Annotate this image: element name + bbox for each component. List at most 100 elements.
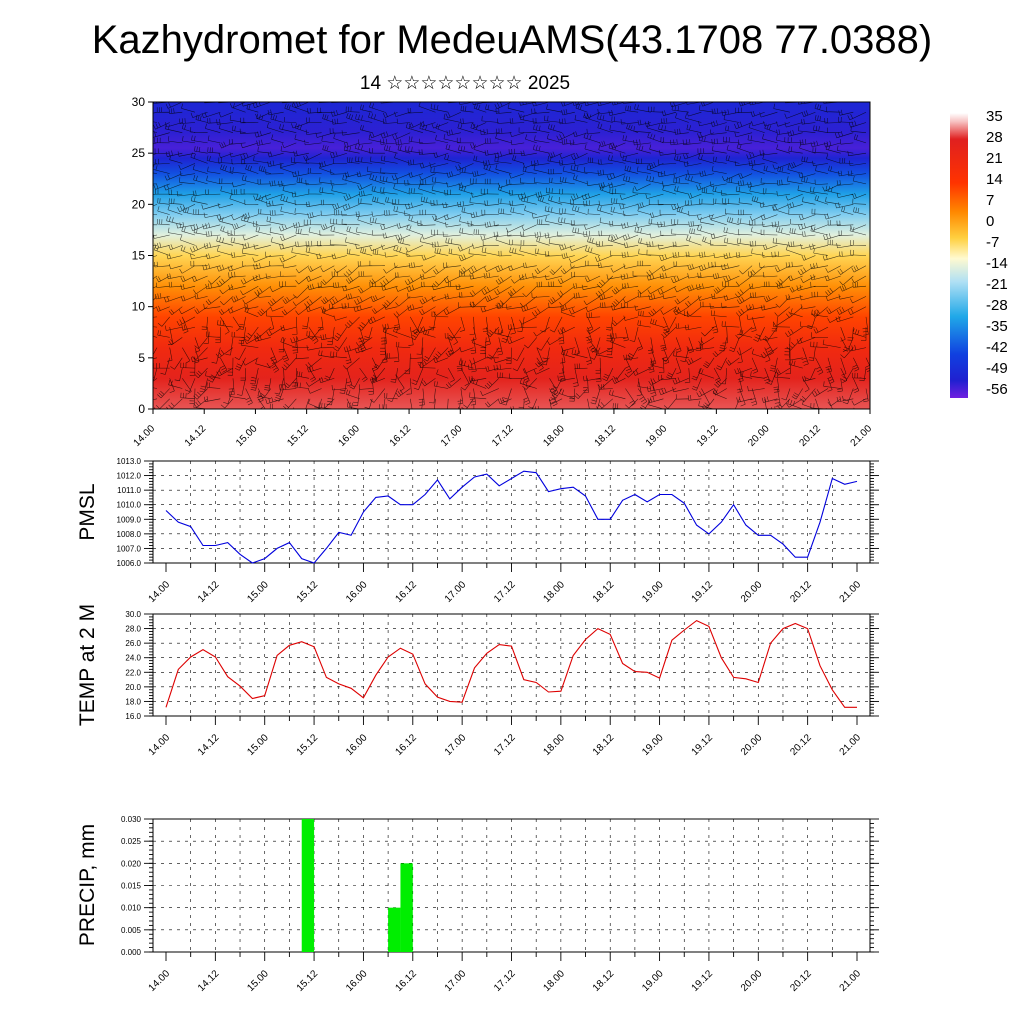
xtick-label: 15.12 [295,968,321,994]
heatmap-xtick-label: 19.12 [695,423,721,449]
ytick-label: 0.020 [121,859,142,868]
ytick-label: 20.0 [125,683,141,692]
panel-frame [152,460,871,564]
temp-2m-panel: 16.0 18.0 20.0 22.0 24.0 26.0 28.0 30.0 14.00 14.… [76,604,879,758]
xtick-label: 15.00 [245,732,271,758]
xtick-label: 17.12 [492,579,518,605]
colorbar-label: 21 [986,150,1003,167]
colorbar-label: 28 [986,129,1003,146]
xtick-label: 17.12 [492,732,518,758]
ytick-label: 1011.0 [117,486,141,495]
xtick-label: 15.12 [295,579,321,605]
xtick-label: 20.12 [788,579,814,605]
ytick-label: 24.0 [125,654,141,663]
xtick-label: 20.00 [739,968,765,994]
ytick-label: 1008.0 [117,530,142,539]
ytick-label: 16.0 [125,712,141,721]
axis-title: TEMP at 2 M [76,604,99,726]
heatmap-ytick-label: 20 [132,197,146,211]
xtick-label: 16.12 [393,579,419,605]
pmsl-line [165,470,858,564]
precip-bar [400,863,413,952]
xtick-label: 17.00 [443,732,469,758]
ytick-label: 28.0 [125,625,141,634]
colorbar-label: -14 [986,255,1008,272]
pmsl-panel: 1006.0 1007.0 1008.0 1009.0 1010.0 1011.0 1012… [76,457,879,605]
ytick-label: 22.0 [125,668,141,677]
precip-bar [301,819,315,952]
chart-title: Kazhydromet for MedeuAMS(43.1708 77.0388… [91,18,933,62]
xtick-label: 18.12 [591,579,617,605]
grid [153,461,870,563]
colorbar-label: -35 [986,318,1008,335]
ytick-label: 0.005 [121,926,142,935]
chart-subtitle: 14 ☆☆☆☆☆☆☆☆ 2025 [359,73,571,94]
grid [153,614,870,716]
colorbar-label: -28 [986,297,1008,314]
xtick-label: 17.00 [443,579,469,605]
heatmap-xtick-label: 20.00 [746,423,772,449]
colorbar: 35 28 21 14 7 0 -7 -14 -21 -28 -35 -42 -49 -56 [950,108,1008,398]
xtick-label: 16.00 [344,579,370,605]
xtick-label: 19.00 [640,732,666,758]
ytick-label: 1009.0 [117,515,142,524]
wind-barbs [153,102,870,409]
ytick-label: 18.0 [125,697,141,706]
xtick-label: 14.12 [196,579,222,605]
panel-frame [152,613,871,717]
ytick-label: 1010.0 [117,501,142,510]
axis-title: PMSL [76,483,99,540]
xtick-label: 21.00 [838,732,864,758]
ytick-label: 1013.0 [117,457,142,466]
ticks [144,613,879,725]
xtick-label: 21.00 [838,579,864,605]
colorbar-label: 35 [986,108,1003,125]
heatmap-xtick-label: 19.00 [644,423,670,449]
ytick-label: 0.030 [121,815,142,824]
xtick-label: 18.00 [542,579,568,605]
heatmap-xtick-label: 15.12 [285,423,311,449]
colorbar-label: 14 [986,171,1003,188]
colorbar-label: 0 [986,213,994,230]
ytick-label: 1007.0 [117,544,142,553]
xtick-label: 14.00 [147,579,173,605]
heatmap-xtick-label: 18.00 [541,423,567,449]
xtick-label: 14.12 [196,968,222,994]
heatmap-xtick-label: 17.12 [490,423,516,449]
ytick-label: 0.025 [121,837,142,846]
ytick-label: 1012.0 [117,472,142,481]
colorbar-label: -21 [986,276,1008,293]
xtick-label: 21.00 [838,968,864,994]
xtick-label: 16.12 [393,968,419,994]
ticks [144,460,879,572]
heatmap-xtick-label: 17.00 [439,423,465,449]
heatmap-xtick-label: 16.00 [337,423,363,449]
xtick-label: 17.12 [492,968,518,994]
xtick-label: 19.12 [690,579,716,605]
xtick-label: 16.12 [393,732,419,758]
colorbar-label: -42 [986,339,1008,356]
xtick-label: 19.12 [690,968,716,994]
xtick-label: 20.00 [739,579,765,605]
colorbar-label: -7 [986,234,999,251]
heatmap-xtick-label: 18.12 [593,423,619,449]
ytick-label: 0.010 [121,904,142,913]
heatmap-xtick-label: 20.12 [797,423,823,449]
grid [153,819,870,952]
xtick-label: 20.00 [739,732,765,758]
heatmap-ytick-label: 25 [132,146,146,160]
xtick-label: 15.12 [295,732,321,758]
xtick-label: 18.12 [591,732,617,758]
precip-panel: 0.000 0.005 0.010 0.015 0.020 0.025 0.030 14.00… [76,815,879,994]
ytick-label: 0.015 [121,882,142,891]
ticks [144,818,879,961]
heatmap-xtick-label: 14.12 [183,423,209,449]
xtick-label: 19.12 [690,732,716,758]
ytick-label: 26.0 [125,639,141,648]
xtick-label: 14.00 [147,968,173,994]
ytick-label: 1006.0 [117,559,142,568]
xtick-label: 18.00 [542,968,568,994]
heatmap-xtick-label: 14.00 [132,423,158,449]
colorbar-bar [950,113,968,398]
ytick-label: 0.000 [121,948,142,957]
